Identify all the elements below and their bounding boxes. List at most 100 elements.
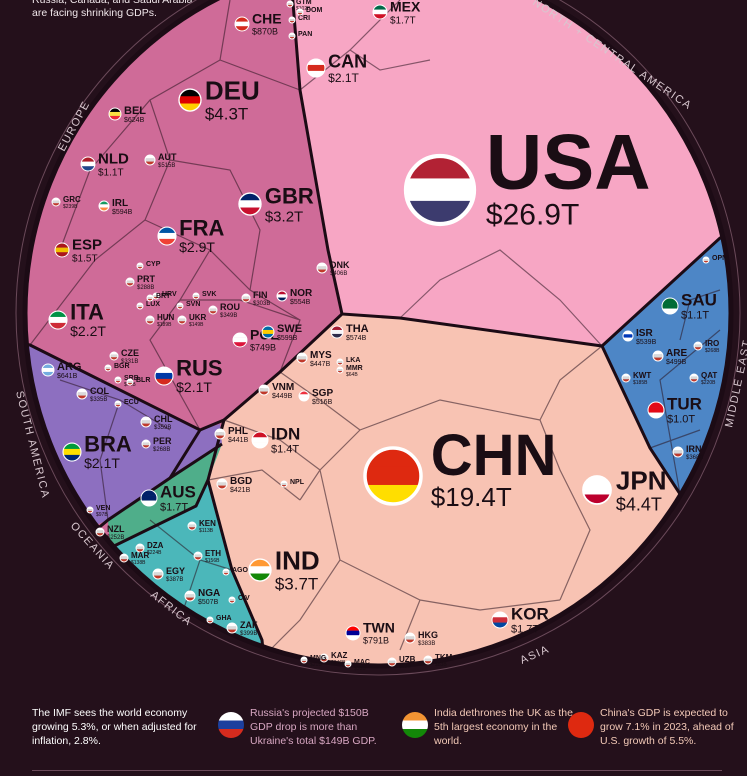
flag-cyp-icon bbox=[136, 262, 144, 270]
flag-vnm-icon bbox=[258, 384, 270, 396]
gdp-voronoi-wheel: EUROPE NORTH + CENTRAL AMERICA MIDDLE EA… bbox=[13, 0, 747, 676]
country-phl: PHL$441B bbox=[214, 426, 249, 444]
country-code: VEN bbox=[96, 505, 110, 512]
country-code: NPL bbox=[290, 479, 305, 486]
country-aus: AUS$1.7T bbox=[140, 483, 196, 514]
country-code: DZA bbox=[147, 541, 164, 550]
country-code: SAU bbox=[681, 291, 717, 310]
country-zaf: ZAF$399B bbox=[226, 620, 258, 637]
flag-cri-icon bbox=[288, 16, 296, 24]
country-arg: ARG$641B bbox=[41, 361, 81, 380]
country-mar: MAR$138B bbox=[119, 551, 149, 566]
country-code: ITA bbox=[70, 300, 104, 325]
country-rou: ROU$349B bbox=[208, 302, 240, 319]
flag-can-icon bbox=[306, 58, 326, 78]
country-sau: SAU$1.1T bbox=[661, 291, 717, 322]
country-gdp: $368B bbox=[686, 455, 703, 461]
country-bgd: BGD$421B bbox=[216, 476, 252, 494]
flag-fin-icon bbox=[241, 293, 251, 303]
flag-nga-icon bbox=[184, 590, 196, 602]
country-gdp: $3.2T bbox=[265, 208, 303, 225]
country-tur: TUR$1.0T bbox=[647, 395, 702, 426]
country-code: SVK bbox=[202, 291, 216, 298]
country-code: USA bbox=[486, 117, 651, 205]
country-bel: BEL$624B bbox=[108, 105, 146, 124]
flag-eth-icon bbox=[193, 551, 203, 561]
country-gdp: $4.4T bbox=[616, 495, 662, 515]
country-code: IDN bbox=[271, 425, 300, 444]
country-gdp: $447B bbox=[310, 361, 331, 368]
country-svn: SVN bbox=[176, 301, 200, 310]
flag-chn-icon bbox=[363, 446, 423, 506]
flag-hrv-icon bbox=[152, 292, 160, 300]
country-code: THA bbox=[346, 323, 369, 335]
country-code: CIV bbox=[238, 595, 250, 602]
country-gdp: $224B bbox=[147, 550, 162, 556]
flag-esp-icon bbox=[54, 242, 70, 258]
country-code: UKR bbox=[189, 313, 207, 322]
country-code: SGP bbox=[312, 388, 333, 399]
cell-borders bbox=[29, 0, 721, 661]
flag-twn-icon bbox=[345, 625, 361, 641]
flag-aus-icon bbox=[140, 489, 158, 507]
country-gdp: $515B bbox=[158, 163, 175, 169]
country-gdp: $138B bbox=[131, 560, 146, 566]
country-aut: AUT$515B bbox=[144, 152, 177, 169]
flag-dza-icon bbox=[135, 543, 145, 553]
footer: The IMF sees the world economy growing 5… bbox=[0, 700, 747, 776]
country-code: BRY bbox=[156, 293, 171, 300]
flag-nld-icon bbox=[80, 156, 96, 172]
country-jpn: JPN$4.4T bbox=[582, 465, 666, 515]
flag-gha-icon bbox=[206, 616, 214, 624]
country-code: AUT bbox=[158, 152, 177, 162]
flag-phl-icon bbox=[214, 428, 226, 440]
country-che: CHE$870B bbox=[234, 11, 282, 36]
country-code: DOM bbox=[306, 7, 323, 14]
country-code: IND bbox=[275, 545, 320, 575]
country-code: MNG bbox=[310, 655, 327, 662]
flag-pol-icon bbox=[232, 332, 248, 348]
country-gdp: $599B bbox=[277, 335, 298, 342]
country-gtm: GTM$102B bbox=[286, 0, 312, 12]
flag-ecu-icon bbox=[114, 400, 122, 408]
flag-deu-icon bbox=[178, 88, 202, 112]
country-code: EGY bbox=[166, 566, 185, 576]
country-ita: ITA$2.2T bbox=[48, 300, 106, 339]
country-gdp: $2.9T bbox=[179, 239, 215, 255]
flag-zaf-icon bbox=[226, 622, 238, 634]
country-code: GTM bbox=[296, 0, 312, 6]
country-code: HUN bbox=[157, 313, 175, 322]
country-vnz: VEN$97B bbox=[86, 505, 110, 518]
flag-col-icon bbox=[76, 388, 88, 400]
flag-kwt-icon bbox=[621, 373, 631, 383]
country-mys: MYS$447B bbox=[296, 350, 332, 368]
country-gdp: $185B bbox=[633, 380, 648, 386]
russia-flag-icon bbox=[218, 712, 244, 738]
country-code: ZAF bbox=[240, 620, 258, 630]
country-gdp: $64B bbox=[346, 372, 358, 378]
country-code: BRA bbox=[84, 432, 132, 457]
country-code: LKA bbox=[346, 357, 360, 364]
flag-irl-icon bbox=[98, 200, 110, 212]
country-gdp: $21B bbox=[310, 662, 322, 668]
country-swe: SWE$599B bbox=[261, 323, 302, 342]
country-gdp: $268B bbox=[153, 447, 170, 453]
china-flag-icon bbox=[568, 712, 594, 738]
flag-ind-icon bbox=[248, 558, 272, 582]
country-lux: LUX bbox=[136, 301, 160, 310]
flag-rou-icon bbox=[208, 305, 218, 315]
country-mex: MEX$1.7T bbox=[372, 0, 421, 27]
wheel-outer-border bbox=[22, 0, 734, 669]
country-gdp: $791B bbox=[363, 635, 389, 645]
country-dom: DOM bbox=[296, 7, 323, 16]
country-code: NOR bbox=[290, 288, 313, 299]
country-gdp: $268B bbox=[705, 348, 720, 354]
country-gdp: $113B bbox=[199, 528, 214, 534]
flag-are-icon bbox=[652, 350, 664, 362]
country-svk: SVK bbox=[192, 291, 216, 300]
country-ind: IND$3.7T bbox=[248, 545, 320, 594]
country-code: COL bbox=[90, 386, 110, 396]
country-code: MMR bbox=[346, 365, 363, 372]
country-gdp: $1.4T bbox=[271, 444, 299, 456]
country-gdp: $449B bbox=[272, 393, 293, 400]
